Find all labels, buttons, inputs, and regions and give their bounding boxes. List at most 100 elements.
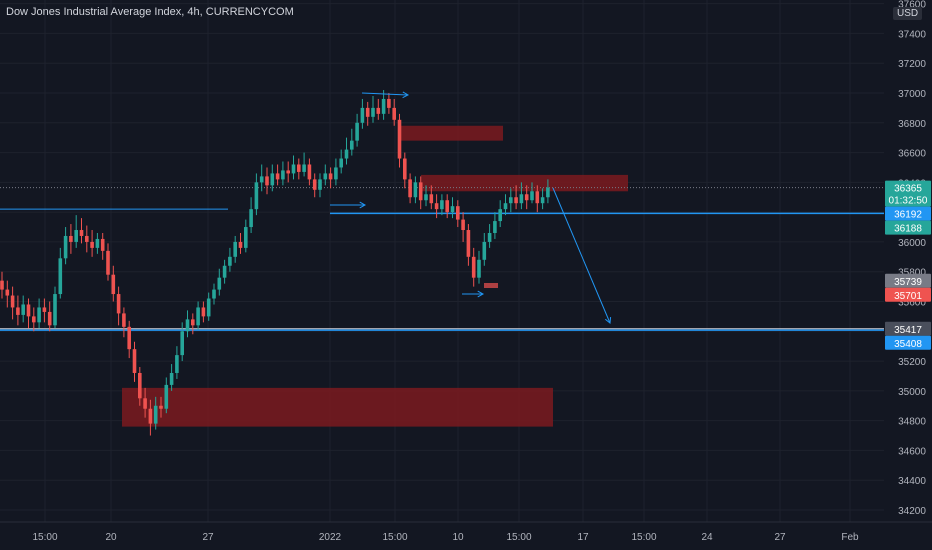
candle-body — [201, 307, 206, 317]
candle-body — [524, 194, 529, 201]
candle-body — [344, 149, 349, 159]
candle-body — [307, 164, 312, 180]
candle-body — [53, 294, 57, 326]
candle-body — [519, 194, 524, 204]
x-tick-label: 15:00 — [382, 532, 407, 543]
candle-body — [392, 107, 396, 120]
candle-body — [21, 304, 25, 315]
y-tick-label: 36800 — [898, 119, 926, 130]
price-label: 35417 — [894, 325, 922, 336]
x-tick-label: 27 — [774, 532, 786, 543]
price-label: 36188 — [894, 224, 922, 235]
candle-body — [408, 179, 412, 198]
top-arrow — [361, 92, 409, 96]
candle-body — [365, 107, 370, 117]
candle-body — [69, 235, 73, 242]
mid-arrow-head — [359, 201, 367, 209]
y-tick-label: 37000 — [898, 89, 926, 100]
supply-zone — [421, 174, 628, 192]
price-label-bg — [885, 220, 931, 235]
candle-body — [514, 197, 518, 204]
candle-body — [312, 179, 317, 190]
candle-body — [466, 230, 471, 257]
candle-body — [440, 200, 444, 210]
candle-body — [456, 206, 460, 220]
y-tick-label: 37200 — [898, 59, 926, 70]
candle-body — [445, 200, 449, 213]
candle-body — [355, 122, 359, 141]
candle-body — [100, 238, 105, 251]
candle-body — [42, 307, 47, 312]
candle-body — [249, 209, 253, 228]
y-tick-label: 36000 — [898, 238, 926, 249]
price-label: 35701 — [894, 291, 922, 302]
price-label-bg — [885, 335, 931, 350]
candle-body — [461, 219, 465, 231]
price-label-bg — [885, 273, 931, 288]
candle-body — [111, 274, 116, 295]
candle-body — [302, 164, 306, 172]
chart-title: Dow Jones Industrial Average Index, 4h, … — [6, 6, 294, 18]
y-tick-label: 36600 — [898, 149, 926, 160]
candle-body — [339, 158, 343, 168]
candle-body — [291, 164, 296, 174]
candle-body — [212, 289, 216, 299]
candle-body — [32, 316, 36, 323]
candle-body — [228, 256, 232, 266]
candle-body — [185, 319, 190, 332]
candle-body — [413, 182, 418, 198]
candle-body — [37, 307, 41, 323]
candle-body — [286, 170, 290, 174]
candle-body — [26, 304, 31, 317]
countdown-label: 01:32:50 — [889, 196, 928, 207]
y-tick-label: 34600 — [898, 446, 926, 457]
candle-body — [381, 98, 386, 114]
chart-grid — [0, 0, 884, 522]
candle-body — [47, 311, 52, 326]
candle-body — [122, 313, 126, 327]
candle-body — [169, 372, 174, 385]
candle-body — [10, 295, 15, 308]
candle-body — [371, 107, 375, 117]
candle-body — [434, 203, 439, 210]
price-label: 36192 — [894, 210, 922, 221]
marker-box — [484, 283, 498, 288]
currency-badge[interactable]: USD — [893, 7, 923, 20]
candle-body — [196, 307, 200, 326]
candle-body — [217, 277, 222, 290]
candle-body — [180, 331, 184, 356]
time-axis: 15:00 20 27 2022 15:00 10 15:00 17 15:00 24 27 Feb — [0, 521, 932, 543]
candle-body — [318, 179, 322, 190]
candle-body — [477, 259, 481, 278]
candle-body — [334, 167, 338, 180]
candle-body — [328, 173, 333, 180]
support-lines — [0, 187, 884, 331]
candle-body — [546, 187, 550, 198]
candle-body — [164, 384, 169, 409]
x-tick-label: 24 — [701, 532, 713, 543]
candle-body — [79, 230, 84, 236]
candle-body — [270, 173, 275, 186]
candle-body — [148, 408, 153, 424]
candle-body — [259, 176, 264, 183]
candle-body — [138, 372, 142, 399]
low-arrow-head — [477, 290, 485, 298]
candle-body — [350, 140, 354, 150]
x-tick-label: 17 — [577, 532, 589, 543]
x-tick-label: 15:00 — [32, 532, 57, 543]
x-tick-label: 20 — [105, 532, 117, 543]
candle-body — [16, 307, 20, 315]
y-tick-label: 34800 — [898, 417, 926, 428]
y-tick-label: 35600 — [898, 298, 926, 309]
candle-body — [5, 289, 10, 296]
candle-body — [0, 280, 4, 290]
candle-body — [471, 256, 476, 278]
x-tick-label: 10 — [452, 532, 464, 543]
candle-body — [244, 227, 248, 248]
candle-body — [206, 298, 211, 317]
x-tick-label: Feb — [841, 532, 859, 543]
candle-body — [153, 405, 158, 424]
candle-body — [132, 349, 137, 373]
